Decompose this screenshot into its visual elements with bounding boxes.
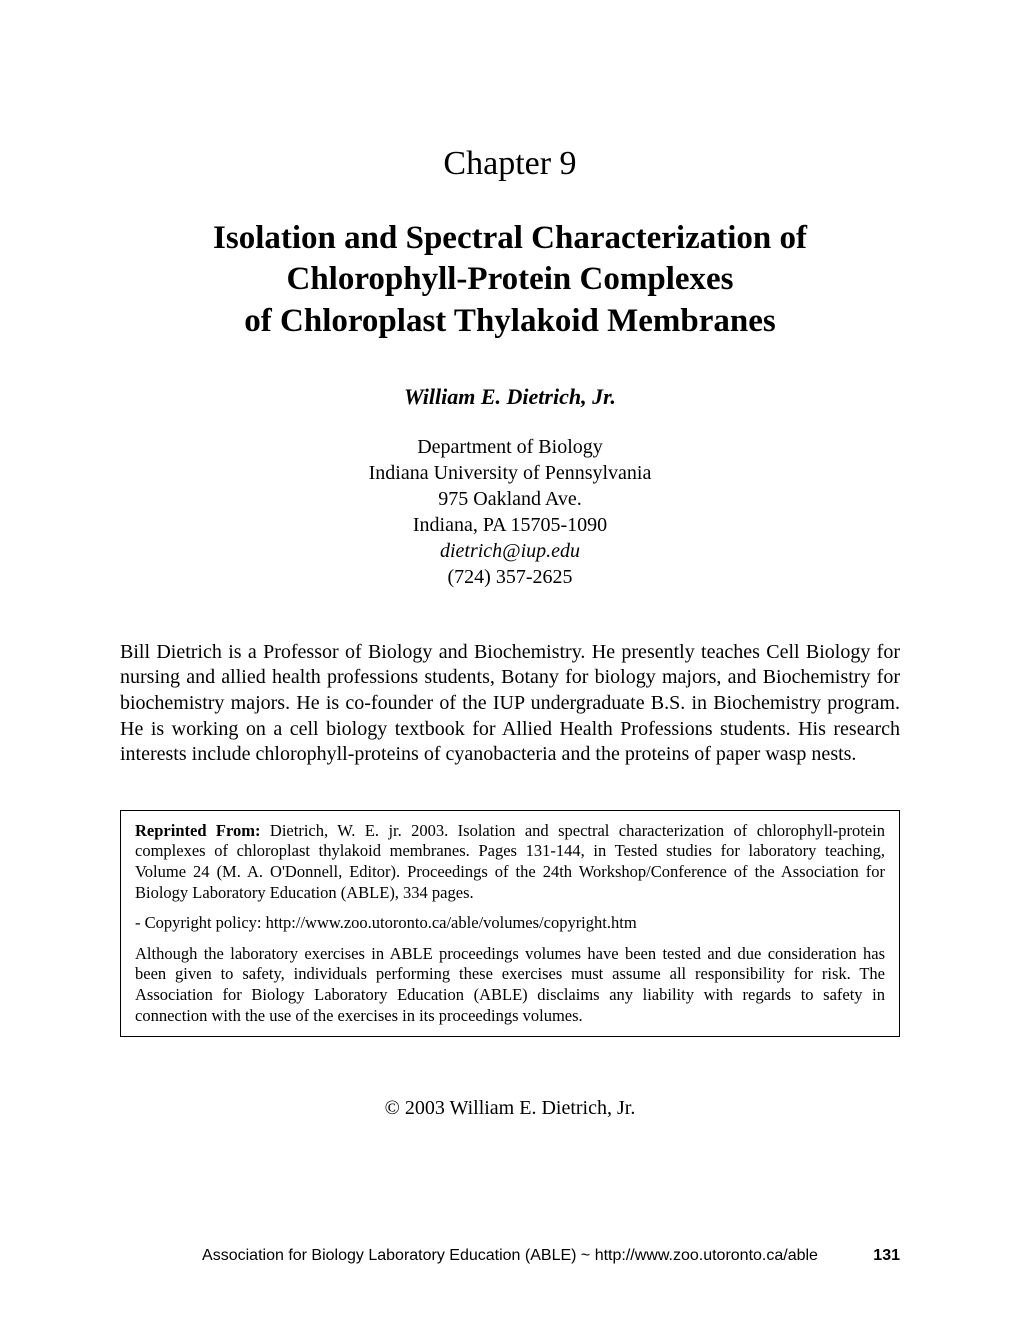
email-address: dietrich@iup.edu (440, 540, 580, 562)
city-state-zip: Indiana, PA 15705-1090 (413, 514, 607, 536)
document-page: Chapter 9 Isolation and Spectral Charact… (0, 0, 1020, 1320)
author-name: William E. Dietrich, Jr. (120, 384, 900, 410)
footer-text: Association for Biology Laboratory Educa… (202, 1247, 818, 1264)
street-address: 975 Oakland Ave. (438, 488, 582, 510)
copyright-notice: © 2003 William E. Dietrich, Jr. (120, 1097, 900, 1120)
title-line-1: Isolation and Spectral Characterization … (213, 220, 807, 256)
citation-box: Reprinted From: Dietrich, W. E. jr. 2003… (120, 810, 900, 1038)
reprint-paragraph: Reprinted From: Dietrich, W. E. jr. 2003… (135, 821, 885, 904)
page-number: 131 (873, 1247, 900, 1265)
title-line-2: Chlorophyll-Protein Complexes (286, 261, 733, 297)
author-bio: Bill Dietrich is a Professor of Biology … (120, 640, 900, 768)
university: Indiana University of Pennsylvania (369, 462, 652, 484)
chapter-number: Chapter 9 (120, 145, 900, 183)
department: Department of Biology (417, 436, 603, 458)
page-footer: Association for Biology Laboratory Educa… (120, 1247, 900, 1265)
title-line-3: of Chloroplast Thylakoid Membranes (244, 303, 775, 339)
chapter-title: Isolation and Spectral Characterization … (120, 218, 900, 342)
author-affiliation: Department of Biology Indiana University… (120, 434, 900, 590)
reprint-label: Reprinted From: (135, 821, 261, 840)
disclaimer: Although the laboratory exercises in ABL… (135, 944, 885, 1027)
phone-number: (724) 357-2625 (448, 566, 573, 588)
copyright-policy: - Copyright policy: http://www.zoo.utoro… (135, 913, 885, 934)
